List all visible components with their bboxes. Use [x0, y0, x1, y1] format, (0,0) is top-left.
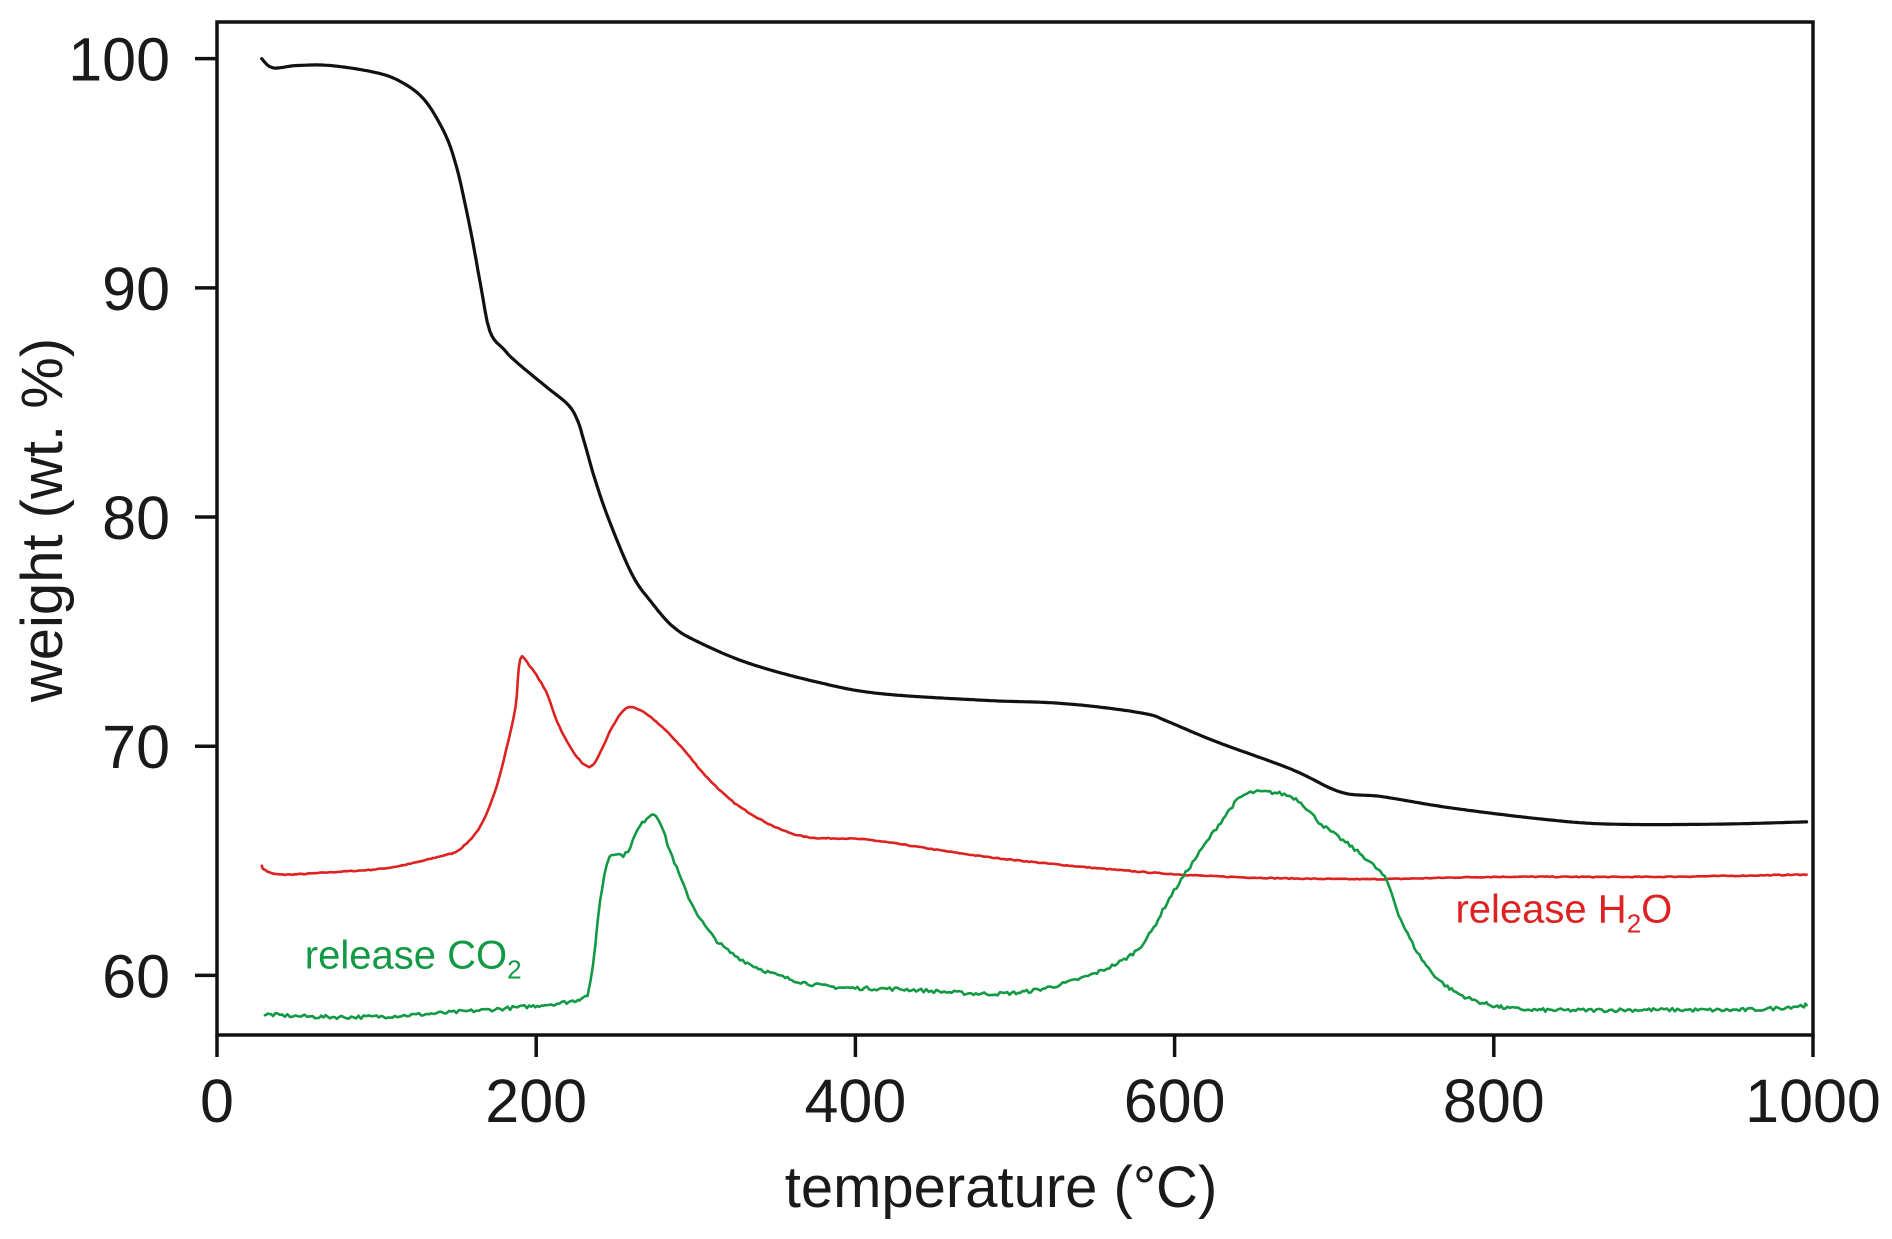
y-axis: 60 70 80 90 100: [68, 26, 217, 1010]
annotation-co2-label: release CO2: [305, 934, 522, 985]
x-axis: 0 200 400 600 800 1000: [200, 1035, 1881, 1135]
y-tick-label: 100: [68, 26, 170, 94]
x-tick-label: 1000: [1745, 1067, 1881, 1135]
plot-frame: [215, 20, 1815, 1037]
series-layer: [260, 57, 1809, 1021]
y-axis-title: weight (wt. %): [10, 338, 75, 703]
x-axis-title: temperature (°C): [785, 1155, 1218, 1220]
y-tick-label: 90: [102, 255, 170, 323]
series-line-weight-tg: [260, 57, 1809, 827]
x-tick-label: 0: [200, 1067, 234, 1135]
series-line-h2o-release: [260, 654, 1808, 881]
y-tick-label: 80: [102, 484, 170, 552]
x-tick-label: 400: [805, 1067, 907, 1135]
y-tick-label: 60: [102, 942, 170, 1010]
series-line-co2-release: [263, 789, 1808, 1021]
y-tick-label: 70: [102, 713, 170, 781]
x-tick-label: 200: [485, 1067, 587, 1135]
x-tick-label: 800: [1443, 1067, 1545, 1135]
x-tick-label: 600: [1124, 1067, 1226, 1135]
annotations: release CO2 release H2O: [305, 888, 1673, 985]
annotation-h2o-label: release H2O: [1455, 888, 1672, 939]
